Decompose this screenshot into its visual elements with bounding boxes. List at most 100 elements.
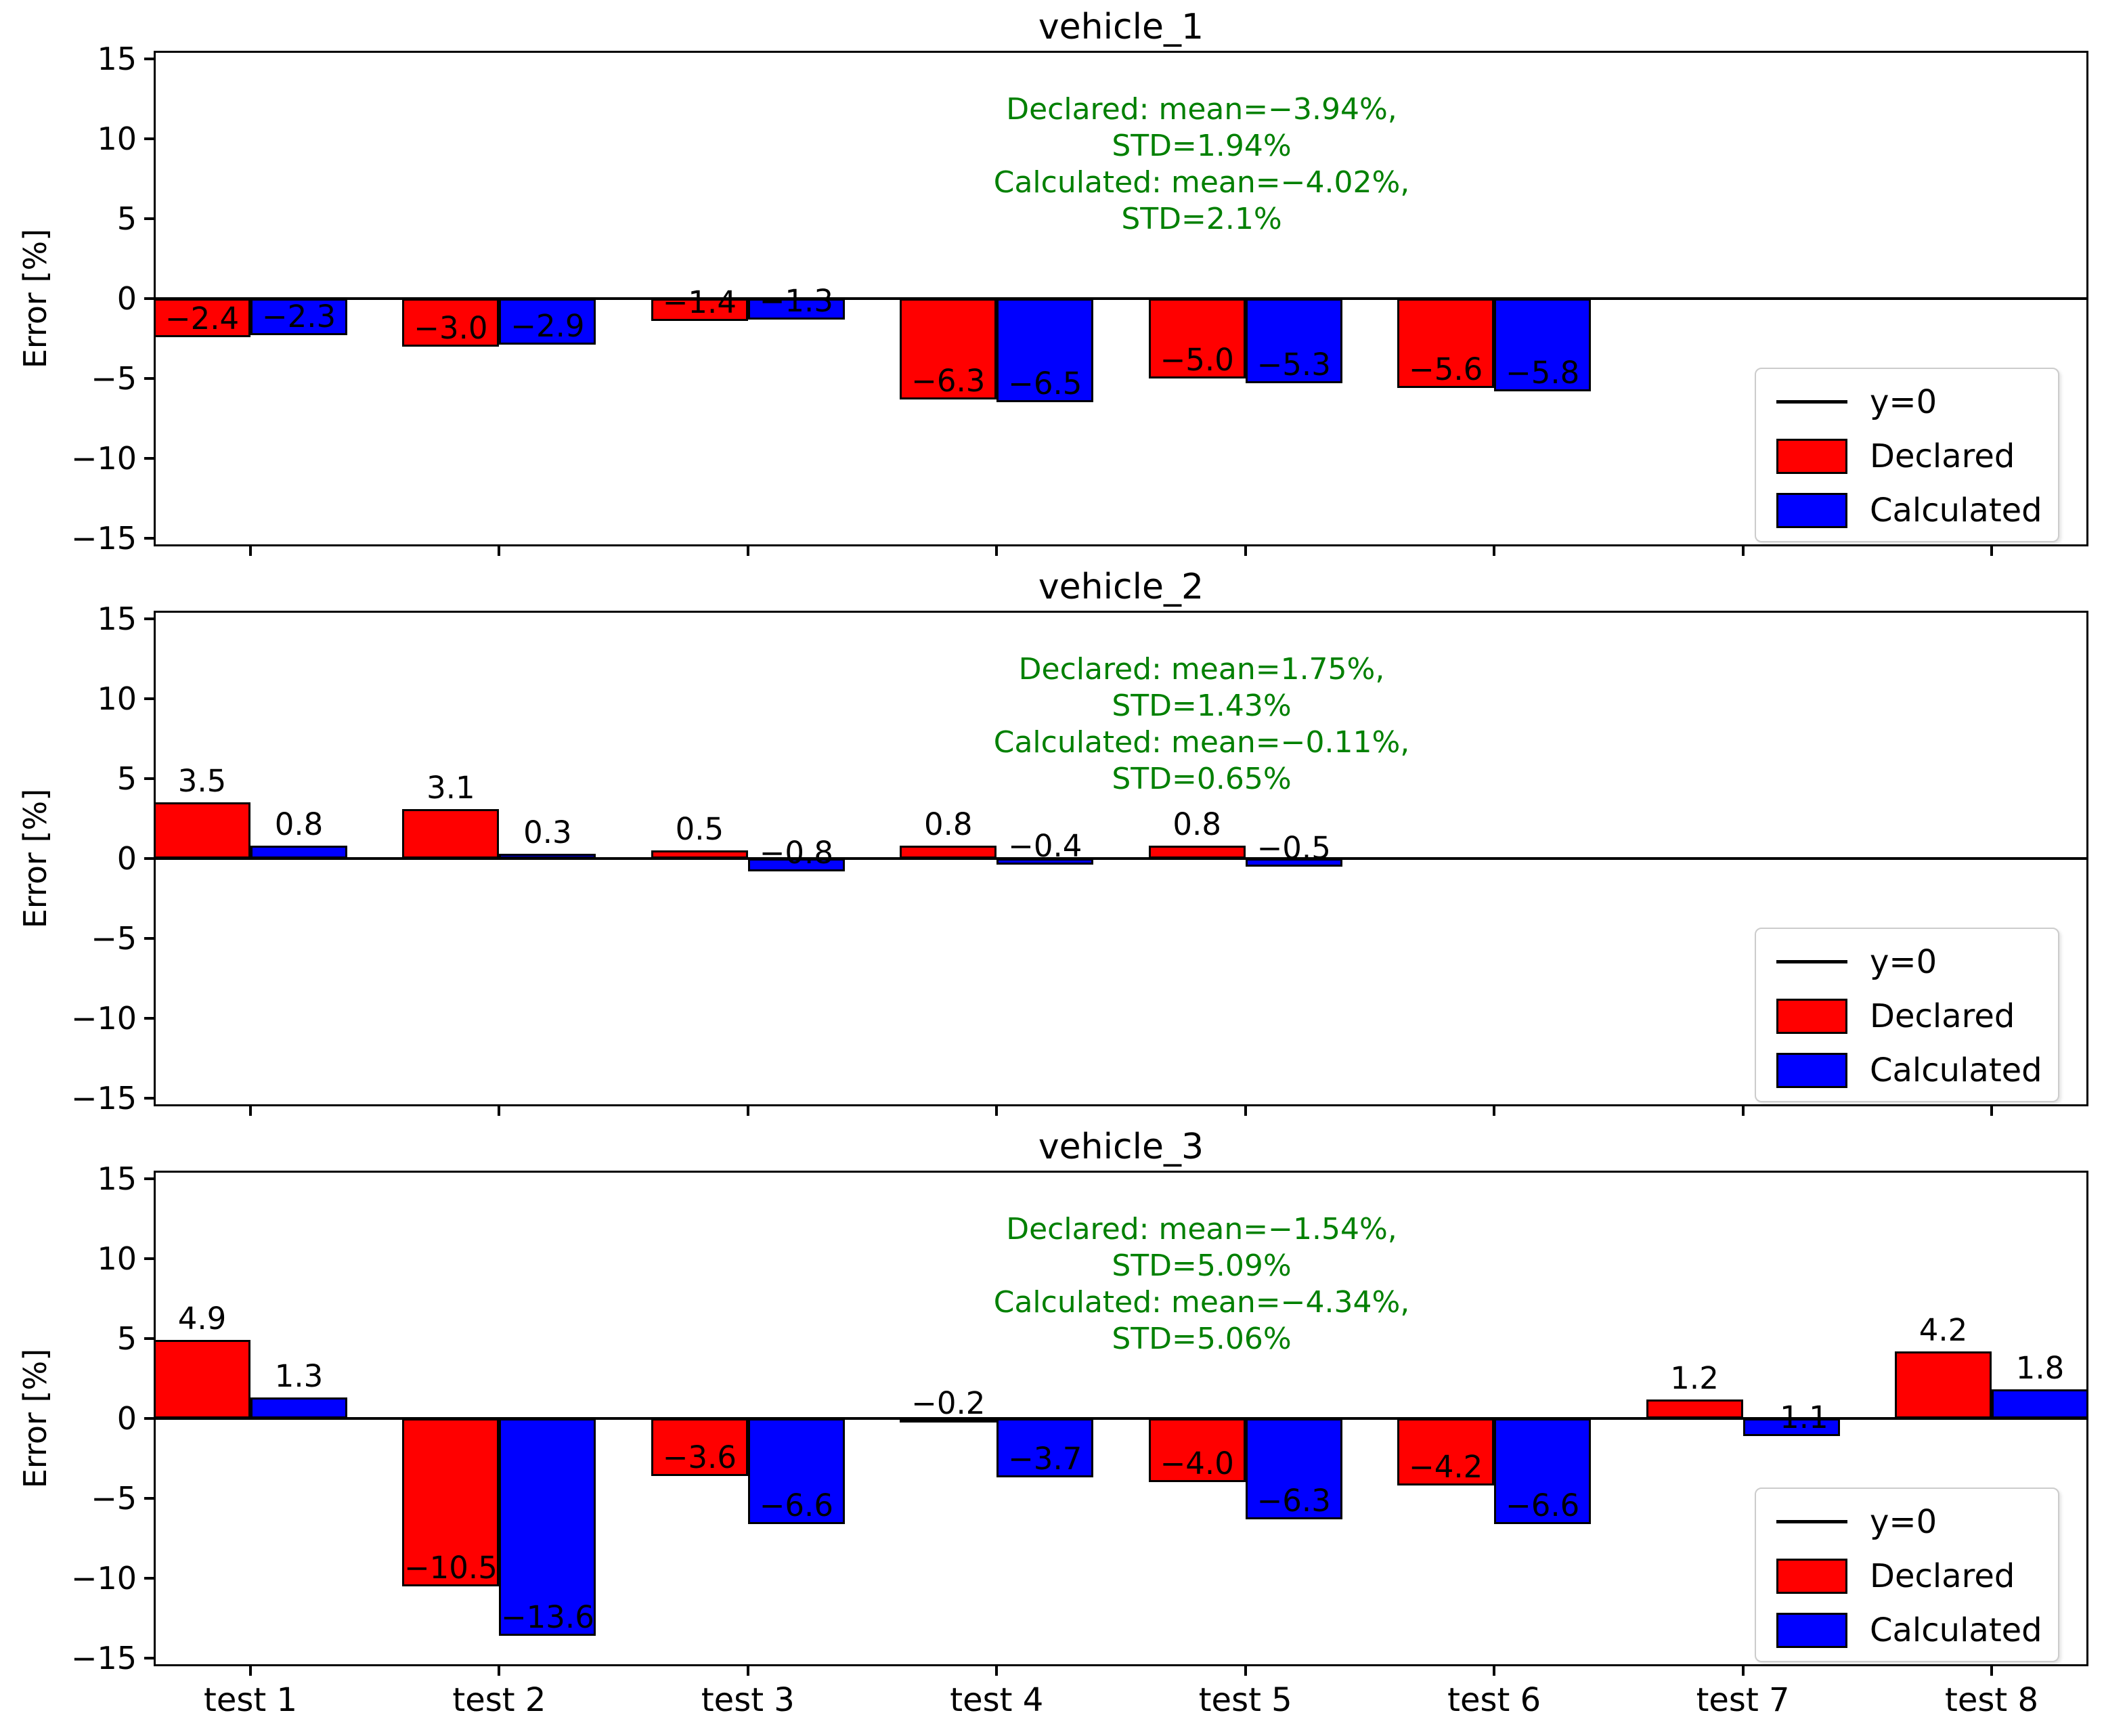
x-tick-mark-vehicle-3 bbox=[1493, 1666, 1496, 1676]
y-tick-mark-vehicle-1 bbox=[144, 57, 154, 60]
bar-declared-test-2-vehicle-3 bbox=[402, 1418, 500, 1586]
bar-declared-test-3-vehicle-1 bbox=[651, 299, 748, 322]
zero-line-vehicle-3 bbox=[156, 1417, 2086, 1420]
y-tick-label-vehicle-3: 10 bbox=[97, 1240, 137, 1277]
legend-label-calculated-vehicle-2: Calculated bbox=[1870, 1051, 2042, 1089]
y-tick-mark-vehicle-2 bbox=[144, 857, 154, 860]
annotation-line-1-vehicle-1: Declared: mean=−3.94%, bbox=[1006, 92, 1397, 127]
legend-swatch-calculated-vehicle-3 bbox=[1776, 1613, 1847, 1648]
y-tick-label-vehicle-2: −10 bbox=[70, 1000, 137, 1037]
bar-label-calculated-test-5-vehicle-2: −0.5 bbox=[1256, 829, 1331, 866]
bar-calculated-test-7-vehicle-3 bbox=[1743, 1418, 1840, 1436]
x-tick-mark-vehicle-1 bbox=[249, 546, 252, 556]
bar-label-declared-test-6-vehicle-3: −4.2 bbox=[1409, 1449, 1483, 1485]
y-tick-label-vehicle-3: 15 bbox=[97, 1160, 137, 1197]
legend-swatch-line-vehicle-2 bbox=[1776, 960, 1847, 963]
bar-calculated-test-3-vehicle-3 bbox=[747, 1418, 845, 1524]
annotation-line-1-vehicle-3: Declared: mean=−1.54%, bbox=[1006, 1212, 1397, 1246]
y-tick-label-vehicle-3: −5 bbox=[91, 1480, 137, 1517]
x-tick-mark-vehicle-3 bbox=[498, 1666, 501, 1676]
y-tick-mark-vehicle-3 bbox=[144, 1657, 154, 1660]
bar-calculated-test-5-vehicle-3 bbox=[1245, 1418, 1342, 1519]
bar-label-declared-test-2-vehicle-1: −3.0 bbox=[414, 309, 488, 346]
annotation-line-2-vehicle-1: STD=1.94% bbox=[1112, 129, 1292, 163]
x-tick-mark-vehicle-2 bbox=[1493, 1106, 1496, 1116]
x-tick-label-test-4: test 4 bbox=[950, 1681, 1044, 1719]
x-tick-mark-vehicle-2 bbox=[1741, 1106, 1745, 1116]
y-tick-mark-vehicle-3 bbox=[144, 1257, 154, 1260]
bar-label-calculated-test-1-vehicle-3: 1.3 bbox=[274, 1358, 324, 1395]
y-tick-mark-vehicle-2 bbox=[144, 1017, 154, 1020]
bar-label-declared-test-4-vehicle-1: −6.3 bbox=[911, 362, 986, 399]
legend-vehicle-1: y=0 Declared Calculated bbox=[1755, 368, 2059, 542]
legend-label-calculated-vehicle-1: Calculated bbox=[1870, 492, 2042, 529]
bar-label-declared-test-2-vehicle-2: 3.1 bbox=[426, 769, 475, 806]
bar-label-calculated-test-4-vehicle-3: −3.7 bbox=[1008, 1441, 1082, 1477]
x-tick-mark-vehicle-3 bbox=[1990, 1666, 1993, 1676]
legend-vehicle-2: y=0 Declared Calculated bbox=[1755, 928, 2059, 1102]
x-tick-mark-vehicle-1 bbox=[1741, 546, 1745, 556]
x-tick-mark-vehicle-2 bbox=[1990, 1106, 1993, 1116]
bar-calculated-test-8-vehicle-3 bbox=[1992, 1389, 2088, 1418]
bar-label-calculated-test-1-vehicle-2: 0.8 bbox=[274, 806, 324, 843]
y-tick-mark-vehicle-1 bbox=[144, 217, 154, 220]
legend-swatch-declared-vehicle-3 bbox=[1776, 1559, 1847, 1594]
annotation-line-2-vehicle-2: STD=1.43% bbox=[1112, 689, 1292, 723]
bar-label-calculated-test-4-vehicle-1: −6.5 bbox=[1008, 366, 1082, 402]
x-tick-mark-vehicle-1 bbox=[1244, 546, 1247, 556]
legend-label-declared-vehicle-3: Declared bbox=[1870, 1557, 2015, 1595]
bar-label-declared-test-3-vehicle-1: −1.4 bbox=[662, 284, 737, 321]
x-tick-label-test-5: test 5 bbox=[1198, 1681, 1292, 1719]
y-tick-label-vehicle-1: −10 bbox=[70, 440, 137, 477]
legend-swatch-declared-vehicle-1 bbox=[1776, 439, 1847, 474]
annotation-line-3-vehicle-2: Calculated: mean=−0.11%, bbox=[993, 725, 1410, 760]
x-tick-label-test-3: test 3 bbox=[701, 1681, 795, 1719]
bar-label-calculated-test-8-vehicle-3: 1.8 bbox=[2015, 1350, 2065, 1387]
bar-label-declared-test-6-vehicle-1: −5.6 bbox=[1409, 351, 1483, 388]
bar-label-declared-test-1-vehicle-1: −2.4 bbox=[165, 300, 240, 337]
bar-declared-test-1-vehicle-3 bbox=[154, 1340, 250, 1418]
subplot-title-vehicle-1: vehicle_1 bbox=[1038, 7, 1204, 47]
annotation-line-1-vehicle-2: Declared: mean=1.75%, bbox=[1018, 652, 1385, 687]
x-tick-mark-vehicle-3 bbox=[746, 1666, 749, 1676]
legend-swatch-declared-vehicle-2 bbox=[1776, 999, 1847, 1034]
bar-label-calculated-test-3-vehicle-3: −6.6 bbox=[759, 1487, 833, 1523]
x-tick-mark-vehicle-2 bbox=[1244, 1106, 1247, 1116]
x-tick-mark-vehicle-1 bbox=[1990, 546, 1993, 556]
y-tick-label-vehicle-1: 15 bbox=[97, 40, 137, 77]
subplot-title-vehicle-2: vehicle_2 bbox=[1038, 567, 1204, 607]
y-tick-label-vehicle-1: −15 bbox=[70, 520, 137, 557]
bar-label-calculated-test-5-vehicle-3: −6.3 bbox=[1256, 1482, 1331, 1519]
legend-label-y-0-vehicle-2: y=0 bbox=[1870, 943, 1937, 981]
bar-declared-test-2-vehicle-2 bbox=[402, 808, 500, 859]
bar-label-declared-test-8-vehicle-3: 4.2 bbox=[1919, 1311, 1968, 1348]
bar-label-declared-test-3-vehicle-3: −3.6 bbox=[662, 1439, 737, 1475]
bar-label-declared-test-2-vehicle-3: −10.5 bbox=[403, 1549, 498, 1586]
legend-swatch-calculated-vehicle-1 bbox=[1776, 493, 1847, 528]
bar-label-calculated-test-1-vehicle-1: −2.3 bbox=[261, 299, 336, 335]
x-tick-mark-vehicle-1 bbox=[1493, 546, 1496, 556]
y-tick-mark-vehicle-1 bbox=[144, 137, 154, 140]
y-tick-mark-vehicle-2 bbox=[144, 777, 154, 780]
legend-label-y-0-vehicle-1: y=0 bbox=[1870, 383, 1937, 421]
y-tick-label-vehicle-2: −15 bbox=[70, 1080, 137, 1117]
y-tick-label-vehicle-2: −5 bbox=[91, 920, 137, 957]
bar-declared-test-5-vehicle-1 bbox=[1148, 299, 1246, 379]
bar-declared-test-6-vehicle-1 bbox=[1397, 299, 1495, 389]
x-tick-mark-vehicle-2 bbox=[746, 1106, 749, 1116]
bar-label-declared-test-4-vehicle-2: 0.8 bbox=[923, 806, 973, 843]
y-tick-mark-vehicle-1 bbox=[144, 297, 154, 300]
x-tick-mark-vehicle-1 bbox=[995, 546, 999, 556]
bar-calculated-test-2-vehicle-1 bbox=[499, 299, 596, 345]
annotation-line-4-vehicle-1: STD=2.1% bbox=[1121, 202, 1282, 236]
bar-label-declared-test-7-vehicle-3: 1.2 bbox=[1670, 1360, 1719, 1396]
legend-label-declared-vehicle-1: Declared bbox=[1870, 437, 2015, 475]
bar-label-calculated-test-4-vehicle-2: −0.4 bbox=[1008, 828, 1082, 865]
bar-declared-test-1-vehicle-1 bbox=[154, 299, 250, 337]
x-tick-label-test-8: test 8 bbox=[1945, 1681, 2038, 1719]
bar-label-calculated-test-2-vehicle-1: −2.9 bbox=[510, 308, 585, 345]
y-tick-mark-vehicle-3 bbox=[144, 1497, 154, 1500]
legend-swatch-line-vehicle-1 bbox=[1776, 400, 1847, 404]
y-tick-mark-vehicle-3 bbox=[144, 1417, 154, 1420]
legend-label-calculated-vehicle-3: Calculated bbox=[1870, 1611, 2042, 1649]
